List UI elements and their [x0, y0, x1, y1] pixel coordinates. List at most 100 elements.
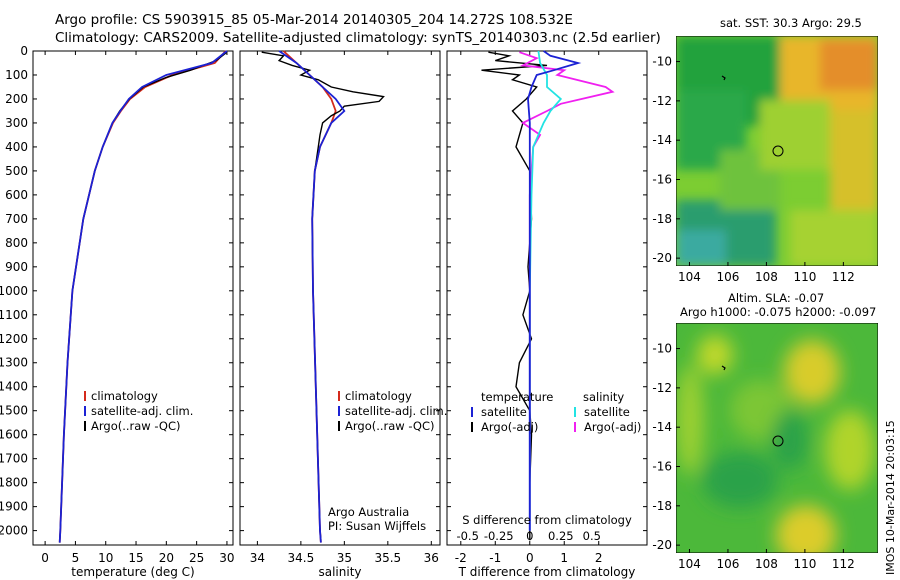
axes-frame-difference	[446, 50, 648, 546]
sla-map-y-tick-label: -14	[652, 420, 672, 434]
legend-diff-label: Argo(-adj)	[584, 420, 641, 434]
imos-timestamp: IMOS 10-Mar-2014 20:03:15	[884, 420, 897, 575]
x-tick-label-salinity: 34.5	[288, 551, 315, 565]
sla-map-x-tick-label: 108	[755, 557, 778, 571]
x-axis-label-salinity: salinity	[318, 565, 361, 579]
legend-diff-header-sal: salinity	[583, 390, 624, 404]
x2-tick-label: 0.25	[548, 529, 574, 543]
x2-tick-label: -0.25	[484, 529, 514, 543]
sst-map	[676, 36, 878, 266]
x-tick-label-temperature: 10	[98, 551, 113, 565]
sst-map-x-tick-label: 104	[678, 270, 701, 284]
x2-axis-label: S difference from climatology	[462, 513, 632, 527]
series-temp-sat	[527, 50, 582, 531]
sla-map-y-tick-label: -20	[652, 538, 672, 552]
sla-map-title-1: Altim. SLA: -0.07	[728, 291, 825, 305]
y-tick-label: 800	[5, 236, 28, 250]
x2-tick-label: 0	[526, 529, 533, 543]
y-tick-label: 600	[5, 188, 28, 202]
sla-map-x-tick-label: 110	[793, 557, 816, 571]
y-tick-label: 1300	[0, 356, 28, 370]
x-tick-label-temperature: 25	[189, 551, 204, 565]
annotation-line: Argo Australia	[328, 505, 409, 519]
legend-diff-header-temp: temperature	[481, 390, 553, 404]
y-tick-label: 1700	[0, 452, 28, 466]
sla-map-y-tick-label: -16	[652, 460, 672, 474]
sst-map-x-tick-label: 110	[793, 270, 816, 284]
sla-map	[676, 323, 878, 553]
sla-map-y-tick-label: -18	[652, 499, 672, 513]
y-tick-label: 500	[5, 164, 28, 178]
y-tick-label: 1400	[0, 380, 28, 394]
sst-map-y-tick-label: -10	[652, 55, 672, 69]
legend-diff-label: Argo(-adj)	[481, 420, 538, 434]
title-line-1: Argo profile: CS 5903915_85 05-Mar-2014 …	[55, 12, 573, 28]
x2-tick-label: 0.5	[583, 529, 601, 543]
y-tick-label: 400	[5, 140, 28, 154]
sla-map-y-tick-label: -10	[652, 342, 672, 356]
y-tick-label: 1100	[0, 308, 28, 322]
sst-map-x-tick-label: 108	[755, 270, 778, 284]
legend-sal-label: climatology	[345, 389, 412, 403]
x-tick-label-difference: -1	[489, 551, 501, 565]
footer-text: IMOS 10-Mar-2014 20:03:15	[884, 420, 897, 575]
series-temperature-1	[58, 50, 228, 543]
sla-map-x-tick-label: 104	[678, 557, 701, 571]
sla-map-y-tick-label: -12	[652, 381, 672, 395]
sst-map-y-tick-label: -16	[652, 173, 672, 187]
series-salinity-1	[278, 50, 346, 543]
y-tick-label: 900	[5, 260, 28, 274]
x-tick-label-temperature: 15	[128, 551, 143, 565]
sla-map-title-2: Argo h1000: -0.075 h2000: -0.097	[680, 305, 877, 319]
x-tick-label-difference: -2	[455, 551, 467, 565]
sst-map-x-tick-label: 112	[832, 270, 855, 284]
y-tick-label: 200	[5, 92, 28, 106]
y-tick-label: 1200	[0, 332, 28, 346]
title-line-2: Climatology: CARS2009. Satellite-adjuste…	[55, 30, 661, 46]
legend-temp-label: satellite-adj. clim.	[91, 404, 193, 418]
argo-location-marker	[772, 145, 784, 157]
y-tick-label: 1000	[0, 284, 28, 298]
x-tick-label-salinity: 35	[337, 551, 352, 565]
x-tick-label-temperature: 0	[41, 551, 49, 565]
x-tick-label-difference: 2	[595, 551, 603, 565]
x2-tick-label: -0.5	[456, 529, 478, 543]
y-tick-label: 1900	[0, 500, 28, 514]
series-sal-sat	[528, 50, 563, 531]
y-tick-label: 300	[5, 116, 28, 130]
x-axis-label-temperature: temperature (deg C)	[71, 565, 194, 579]
x-tick-label-temperature: 20	[159, 551, 174, 565]
x-axis-label-difference: T difference from climatology	[458, 565, 636, 579]
y-tick-label: 1500	[0, 404, 28, 418]
sst-map-y-tick-label: -14	[652, 133, 672, 147]
x-tick-label-salinity: 36	[424, 551, 439, 565]
y-tick-label: 100	[5, 68, 28, 82]
y-tick-label: 1600	[0, 428, 28, 442]
x-tick-label-salinity: 35.5	[374, 551, 401, 565]
y-tick-label: 700	[5, 212, 28, 226]
argo-location-marker-2	[772, 435, 784, 447]
x-tick-label-temperature: 30	[219, 551, 234, 565]
sla-map-x-tick-label: 106	[716, 557, 739, 571]
axes-frame-salinity	[239, 50, 441, 546]
x-tick-label-difference: 1	[560, 551, 568, 565]
sla-map-x-tick-label: 112	[832, 557, 855, 571]
legend-sal-label: satellite-adj. clim.	[345, 404, 447, 418]
y-tick-label: 1800	[0, 476, 28, 490]
legend-temp-label: climatology	[91, 389, 158, 403]
y-tick-label: 2000	[0, 524, 28, 538]
legend-diff-label: satellite	[584, 405, 630, 419]
x-tick-label-salinity: 34	[250, 551, 265, 565]
sst-map-y-tick-label: -12	[652, 94, 672, 108]
legend-temp-label: Argo(..raw -QC)	[91, 419, 181, 433]
x-tick-label-temperature: 5	[72, 551, 80, 565]
sst-map-y-tick-label: -20	[652, 251, 672, 265]
legend-diff-label: satellite	[481, 405, 527, 419]
annotation-line: PI: Susan Wijffels	[328, 519, 426, 533]
y-tick-label: 0	[20, 44, 28, 58]
axes-frame-temperature	[32, 50, 234, 546]
x-tick-label-difference: 0	[526, 551, 534, 565]
sst-map-title: sat. SST: 30.3 Argo: 29.5	[720, 16, 862, 30]
sst-map-x-tick-label: 106	[716, 270, 739, 284]
